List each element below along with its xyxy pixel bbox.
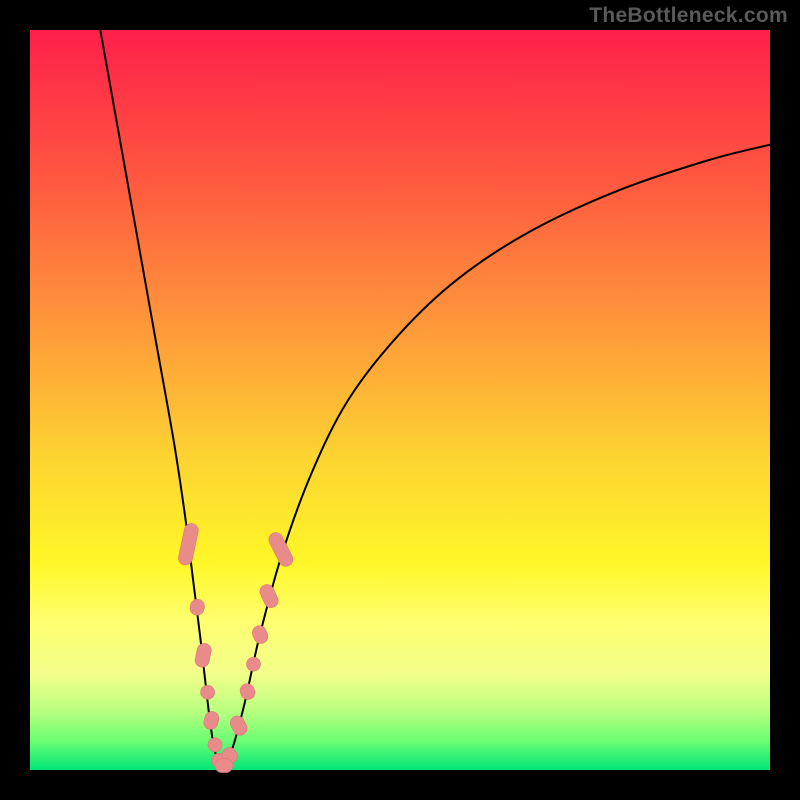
- bead-capsule: [215, 759, 233, 773]
- watermark-text: TheBottleneck.com: [589, 4, 788, 28]
- chart-background: [30, 30, 770, 770]
- bottleneck-chart: [0, 0, 800, 800]
